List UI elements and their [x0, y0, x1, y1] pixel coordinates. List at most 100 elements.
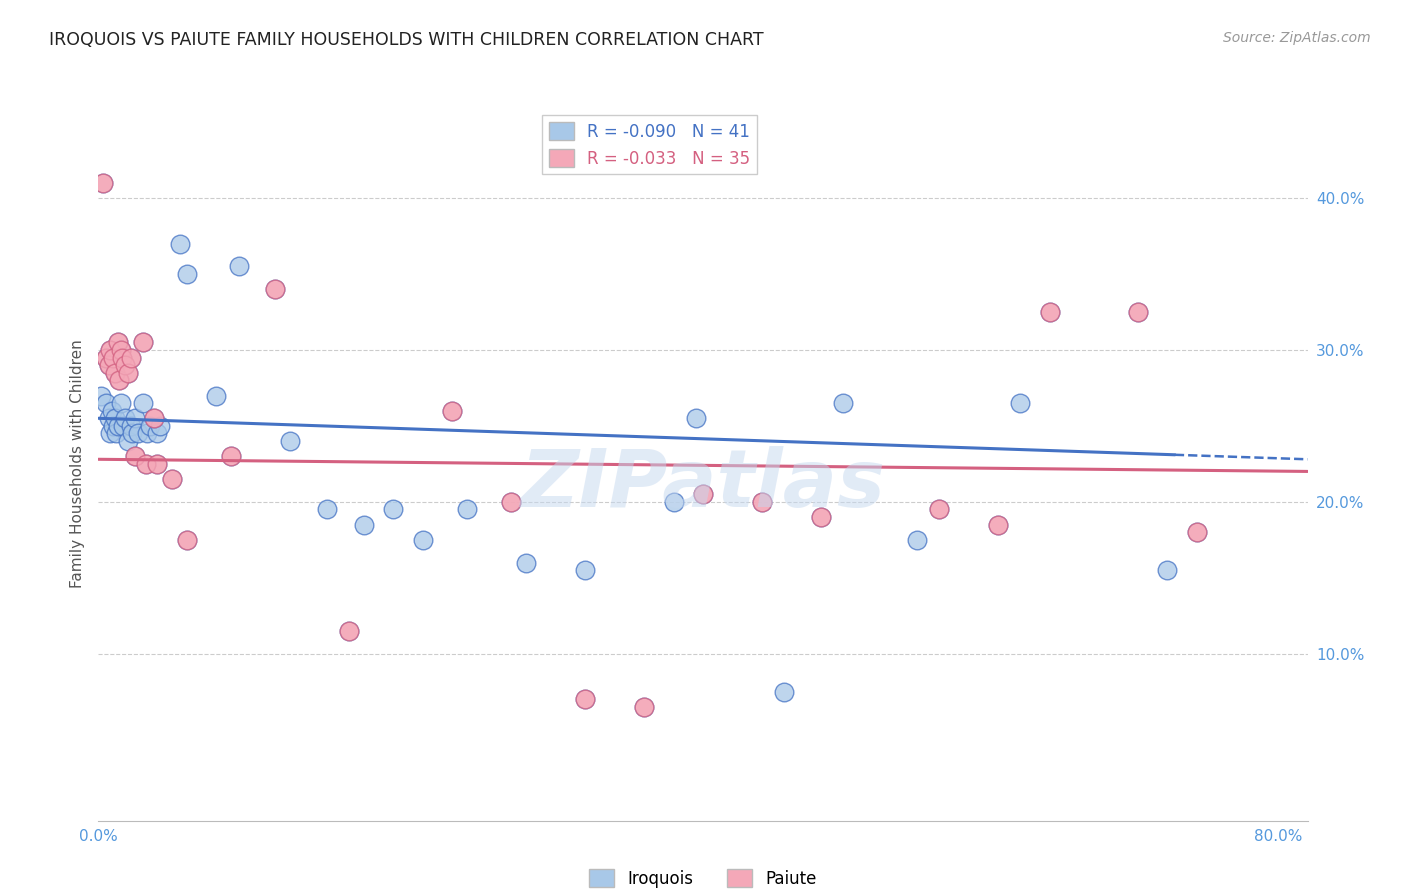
Point	[515, 556, 537, 570]
Point	[176, 533, 198, 547]
Point	[456, 502, 478, 516]
Point	[1126, 305, 1149, 319]
Text: Source: ZipAtlas.com: Source: ZipAtlas.com	[1223, 31, 1371, 45]
Point	[101, 418, 124, 433]
Point	[101, 351, 124, 365]
Point	[905, 533, 928, 547]
Point	[987, 517, 1010, 532]
Point	[146, 457, 169, 471]
Point	[662, 495, 685, 509]
Text: ZIPatlas: ZIPatlas	[520, 446, 886, 524]
Point	[692, 487, 714, 501]
Point	[135, 457, 157, 471]
Point	[91, 176, 114, 190]
Point	[441, 403, 464, 417]
Y-axis label: Family Households with Children: Family Households with Children	[69, 340, 84, 588]
Point	[104, 366, 127, 380]
Point	[120, 351, 142, 365]
Point	[131, 335, 153, 350]
Point	[832, 396, 855, 410]
Point	[104, 411, 127, 425]
Point	[124, 411, 146, 425]
Point	[169, 236, 191, 251]
Point	[117, 434, 139, 448]
Point	[131, 335, 153, 350]
Point	[928, 502, 950, 516]
Point	[91, 176, 114, 190]
Point	[1008, 396, 1031, 410]
Point	[773, 684, 796, 698]
Point	[176, 533, 198, 547]
Point	[176, 267, 198, 281]
Point	[751, 495, 773, 509]
Point	[441, 403, 464, 417]
Point	[98, 426, 121, 441]
Point	[412, 533, 434, 547]
Point	[219, 449, 242, 463]
Point	[112, 418, 135, 433]
Point	[98, 343, 121, 357]
Point	[108, 373, 131, 387]
Point	[110, 343, 132, 357]
Point	[104, 366, 127, 380]
Point	[337, 624, 360, 638]
Point	[131, 396, 153, 410]
Point	[117, 366, 139, 380]
Point	[751, 495, 773, 509]
Point	[135, 457, 157, 471]
Point	[98, 343, 121, 357]
Point	[264, 282, 287, 296]
Point	[501, 495, 523, 509]
Point	[136, 426, 159, 441]
Point	[117, 366, 139, 380]
Point	[101, 351, 124, 365]
Point	[124, 449, 146, 463]
Point	[1038, 305, 1060, 319]
Point	[121, 426, 143, 441]
Point	[120, 418, 142, 433]
Point	[111, 351, 134, 365]
Point	[110, 396, 132, 410]
Point	[114, 358, 136, 372]
Point	[107, 335, 129, 350]
Point	[264, 282, 287, 296]
Point	[501, 495, 523, 509]
Point	[114, 411, 136, 425]
Point	[574, 692, 596, 706]
Point	[143, 411, 166, 425]
Point	[146, 457, 169, 471]
Legend: Iroquois, Paiute: Iroquois, Paiute	[582, 863, 824, 892]
Point	[160, 472, 183, 486]
Point	[94, 396, 117, 410]
Point	[100, 403, 122, 417]
Point	[337, 624, 360, 638]
Point	[143, 411, 166, 425]
Point	[1038, 305, 1060, 319]
Point	[574, 692, 596, 706]
Point	[228, 260, 250, 274]
Point	[97, 358, 120, 372]
Point	[1126, 305, 1149, 319]
Point	[574, 563, 596, 577]
Point	[928, 502, 950, 516]
Point	[94, 351, 117, 365]
Point	[160, 472, 183, 486]
Point	[810, 510, 832, 524]
Point	[382, 502, 405, 516]
Point	[105, 426, 128, 441]
Text: IROQUOIS VS PAIUTE FAMILY HOUSEHOLDS WITH CHILDREN CORRELATION CHART: IROQUOIS VS PAIUTE FAMILY HOUSEHOLDS WIT…	[49, 31, 763, 49]
Point	[278, 434, 301, 448]
Point	[633, 699, 655, 714]
Point	[97, 358, 120, 372]
Point	[90, 388, 112, 402]
Point	[108, 373, 131, 387]
Point	[685, 411, 707, 425]
Point	[127, 426, 149, 441]
Point	[107, 418, 129, 433]
Point	[1185, 525, 1208, 540]
Point	[94, 351, 117, 365]
Point	[205, 388, 228, 402]
Point	[139, 418, 162, 433]
Point	[316, 502, 339, 516]
Point	[987, 517, 1010, 532]
